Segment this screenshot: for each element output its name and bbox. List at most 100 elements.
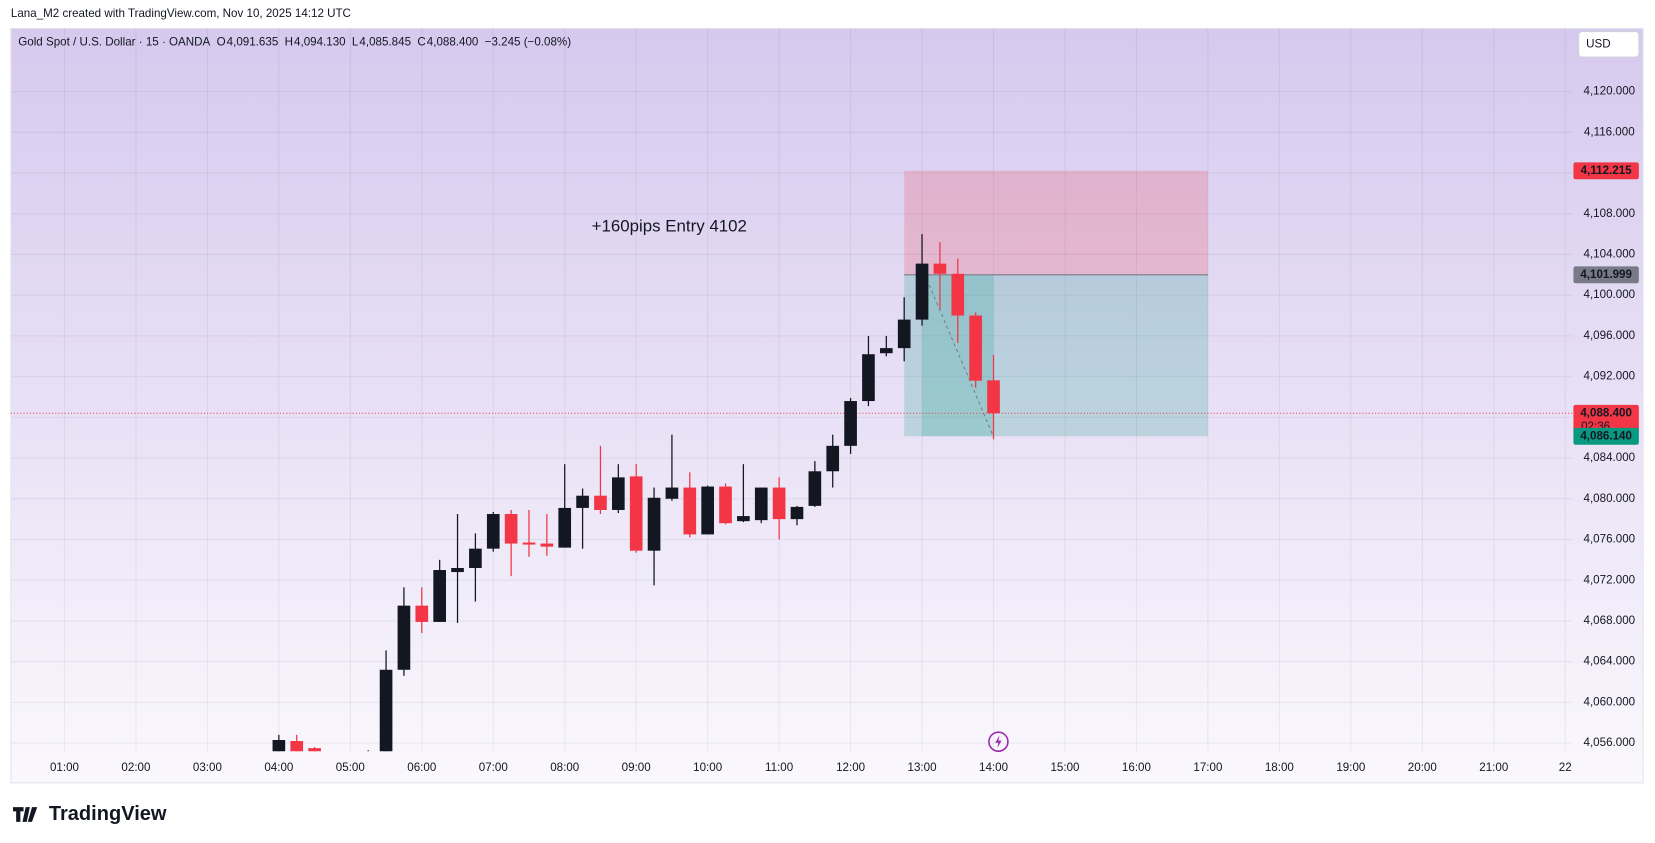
candle-body (558, 507, 572, 548)
attribution: Lana_M2 created with TradingView.com, No… (11, 7, 351, 20)
change: −3.245 (−0.08%) (485, 35, 572, 48)
candle-body (451, 567, 464, 573)
x-tick-label: 16:00 (1122, 761, 1151, 774)
y-tick-label: 4,096.000 (1584, 329, 1636, 342)
candle-body (754, 487, 768, 521)
y-tick-label: 4,064.000 (1584, 655, 1636, 668)
y-tick-label: 4,104.000 (1584, 248, 1636, 261)
candle-body (522, 542, 536, 545)
x-tick-label: 18:00 (1265, 761, 1294, 774)
y-tick-label: 4,092.000 (1584, 370, 1636, 383)
x-tick-label: 20:00 (1408, 761, 1437, 774)
x-tick-label: 14:00 (979, 761, 1008, 774)
price-tag (1573, 427, 1639, 445)
candle-body (826, 445, 840, 472)
candle-body (486, 514, 500, 549)
candle-body (594, 495, 607, 510)
candle-body (879, 348, 893, 354)
y-tick-label: 4,068.000 (1584, 614, 1636, 627)
x-tick-label: 06:00 (407, 761, 436, 774)
price-tag-label: 4,112.215 (1581, 164, 1632, 177)
candle-body (862, 354, 875, 402)
candle-body (611, 477, 625, 510)
y-tick-label: 4,056.000 (1584, 736, 1636, 749)
alert-icon[interactable] (988, 731, 1009, 753)
x-tick-label: 19:00 (1336, 761, 1365, 774)
y-tick-label: 4,072.000 (1584, 573, 1636, 586)
annotation: +160pips Entry 4102 (592, 216, 747, 235)
y-tick-label: 4,108.000 (1584, 207, 1636, 220)
panel (10, 27, 1644, 784)
price-tag-label: 4,086.140 (1580, 429, 1632, 442)
candle-body (540, 543, 554, 547)
symbol-title: Gold Spot / U.S. Dollar · 15 · OANDA (18, 35, 210, 48)
price-tag (1573, 162, 1639, 180)
candle-body (576, 495, 589, 508)
x-tick-label: 13:00 (908, 761, 937, 774)
logo: TradingView (49, 803, 167, 825)
plot-area (10, 28, 1573, 752)
candle-body (379, 669, 393, 752)
candle-body (415, 605, 429, 622)
y-tick-label: 4,080.000 (1584, 492, 1636, 505)
y-tick-label: 4,120.000 (1584, 85, 1636, 98)
price-tag-label: 4,101.999 (1580, 268, 1632, 281)
y-tick-label: 4,116.000 (1584, 125, 1635, 138)
candle-body (790, 506, 804, 520)
candle-body (844, 401, 857, 446)
x-tick-label: 09:00 (622, 761, 651, 774)
ohlc-key: C (417, 35, 425, 48)
x-tick-label: 21:00 (1479, 761, 1508, 774)
candle-body (504, 514, 518, 544)
candle-body (808, 471, 822, 506)
price-tag (1573, 404, 1639, 435)
y-tick-label: 4,060.000 (1584, 695, 1636, 708)
ohlc-key: O (217, 35, 226, 48)
candle-body (665, 487, 679, 499)
candle-body (772, 487, 786, 520)
x-tick-label: 15:00 (1050, 761, 1079, 774)
y-tick-label: 4,100.000 (1584, 288, 1636, 301)
ohlc-key: L (352, 35, 359, 48)
candle-body (308, 748, 321, 752)
candle-body (290, 741, 304, 752)
x-tick-label: 01:00 (50, 761, 79, 774)
currency: USD (1586, 37, 1610, 50)
ohlc-value: 4,094.130 (294, 35, 346, 48)
candle-body (647, 497, 661, 551)
x-tick-label: 11:00 (765, 761, 793, 774)
x-tick-label: 03:00 (193, 761, 222, 774)
currency-button[interactable] (1578, 31, 1640, 58)
y-tick-label: 4,084.000 (1584, 451, 1636, 464)
x-tick-label: 10:00 (693, 761, 722, 774)
candle-body (397, 605, 411, 670)
trend-line (928, 284, 995, 437)
x-tick-label: 22 (1559, 761, 1572, 774)
candle-body (969, 315, 982, 381)
alert-bolt (995, 735, 1002, 749)
candle-body (433, 570, 446, 622)
price-tag-label: 4,088.400 (1580, 406, 1632, 419)
x-tick-label: 12:00 (836, 761, 865, 774)
logo-mark (12, 807, 38, 822)
candle-body (683, 487, 697, 535)
ohlc-value: 4,088.400 (427, 35, 479, 48)
candle-body (701, 486, 714, 535)
x-tick-label: 05:00 (336, 761, 365, 774)
x-tick-label: 17:00 (1193, 761, 1222, 774)
y-tick-label: 4,076.000 (1584, 533, 1636, 546)
candle-body (951, 273, 965, 316)
x-tick-label: 08:00 (550, 761, 579, 774)
ohlc-value: 4,085.845 (359, 35, 411, 48)
candle-body (629, 476, 643, 551)
candle-body (897, 319, 911, 349)
candle-body (737, 516, 750, 522)
stop-zone (904, 170, 1208, 275)
price-tag (1573, 266, 1639, 284)
candle-body (719, 486, 732, 524)
candle-body (933, 263, 947, 274)
x-tick-label: 02:00 (121, 761, 150, 774)
ohlc-value: 4,091.635 (227, 35, 279, 48)
candle-body (469, 548, 482, 568)
